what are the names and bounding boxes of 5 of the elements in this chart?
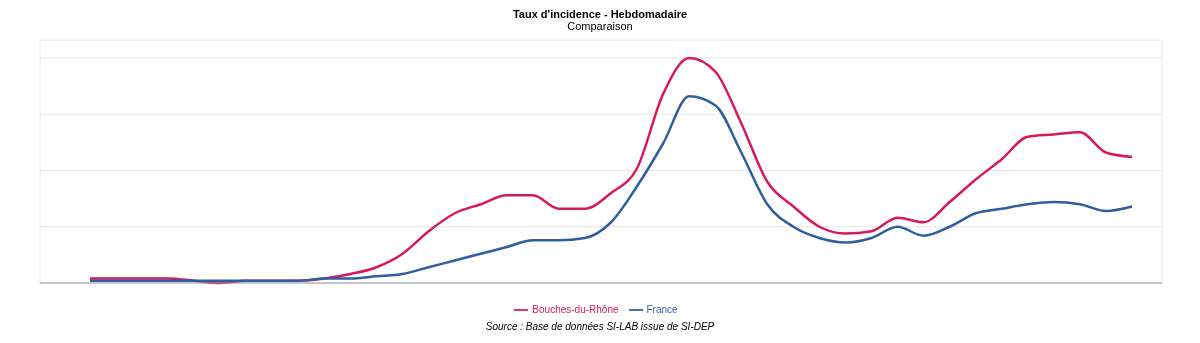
legend-label: France (646, 303, 678, 315)
legend-label: Bouches-du-Rhône (532, 303, 619, 315)
chart-title: Taux d'incidence - Hebdomadaire (511, 8, 689, 20)
chart-subtitle: Comparaison (566, 20, 634, 32)
source-note: Source : Base de données SI-LAB issue de SI-DEP (484, 321, 716, 332)
